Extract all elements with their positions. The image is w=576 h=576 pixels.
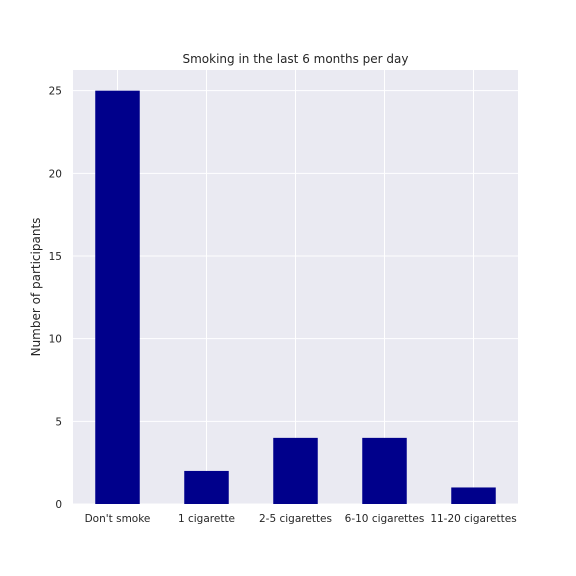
y-tick-label: 0	[55, 499, 62, 511]
x-tick-label: Don't smoke	[85, 513, 151, 525]
y-axis-label: Number of participants	[29, 218, 43, 357]
bar	[451, 487, 496, 504]
y-tick-label: 25	[49, 86, 62, 98]
bars	[95, 90, 496, 505]
chart-title: Smoking in the last 6 months per day	[183, 52, 409, 66]
bar	[273, 437, 318, 504]
y-tick-label: 15	[49, 251, 62, 263]
x-tick-label: 1 cigarette	[178, 513, 235, 525]
bar	[184, 470, 229, 504]
y-tick-label: 20	[49, 168, 62, 180]
y-tick-label: 5	[55, 416, 62, 428]
x-tick-label: 11-20 cigarettes	[430, 513, 516, 525]
x-tick-label: 2-5 cigarettes	[259, 513, 332, 525]
x-tick-labels: Don't smoke 1 cigarette 2-5 cigarettes 6-10…	[85, 513, 517, 525]
bar	[95, 90, 140, 505]
bar	[362, 437, 407, 504]
y-tick-labels: 0 5 10 15 20 25	[49, 86, 62, 511]
x-tick-label: 6-10 cigarettes	[345, 513, 425, 525]
y-tick-label: 10	[49, 334, 62, 346]
